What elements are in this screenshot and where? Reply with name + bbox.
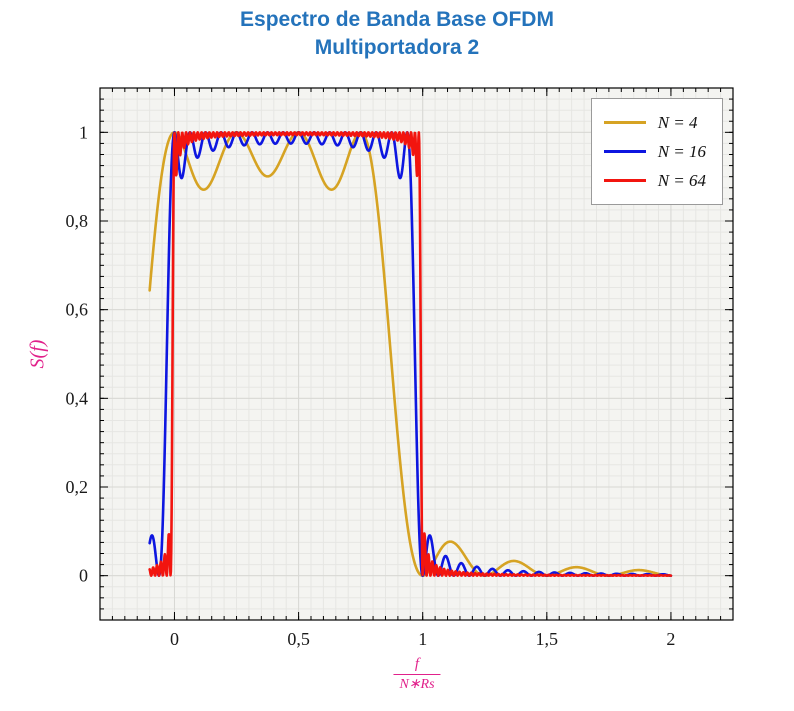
legend-line-sample-n64 (603, 179, 646, 182)
x-tick-label: 0 (170, 629, 179, 649)
legend-item: N = 16 (603, 137, 706, 166)
x-tick-label: 2 (666, 629, 675, 649)
legend-line-sample-n16 (603, 150, 646, 153)
legend-item: N = 4 (603, 108, 706, 137)
chart-title-line2: Multiportadora 2 (314, 36, 480, 59)
y-tick-label: 0,2 (66, 477, 89, 497)
legend: N = 4 N = 16 N = 64 (590, 98, 723, 205)
chart-title-line1: Espectro de Banda Base OFDM (240, 8, 554, 31)
legend-label-n16: N = 16 (657, 141, 706, 161)
legend-item: N = 64 (603, 166, 706, 195)
curves (148, 131, 673, 577)
y-tick-label: 1 (79, 122, 88, 142)
y-tick-label: 0,4 (66, 388, 89, 408)
x-axis-label: f N∗Rs (393, 656, 441, 693)
y-axis-label: S(f) (26, 339, 49, 369)
curve-N-64 (148, 131, 673, 577)
x-tick-label: 0,5 (287, 629, 310, 649)
y-tick-label: 0 (79, 566, 88, 586)
legend-line-sample-n4 (603, 121, 646, 124)
y-tick-label: 0,8 (66, 211, 89, 231)
x-tick-label: 1 (418, 629, 427, 649)
x-axis-label-numerator: f (414, 656, 420, 672)
x-tick-label: 1,5 (536, 629, 559, 649)
x-axis-label-denominator: N∗Rs (393, 674, 441, 693)
y-tick-label: 0,6 (66, 300, 89, 320)
legend-label-n4: N = 4 (657, 112, 698, 132)
legend-label-n64: N = 64 (657, 170, 706, 190)
chart-title: Espectro de Banda Base OFDM Multiportado… (0, 6, 794, 62)
plot-frame (99, 87, 734, 621)
